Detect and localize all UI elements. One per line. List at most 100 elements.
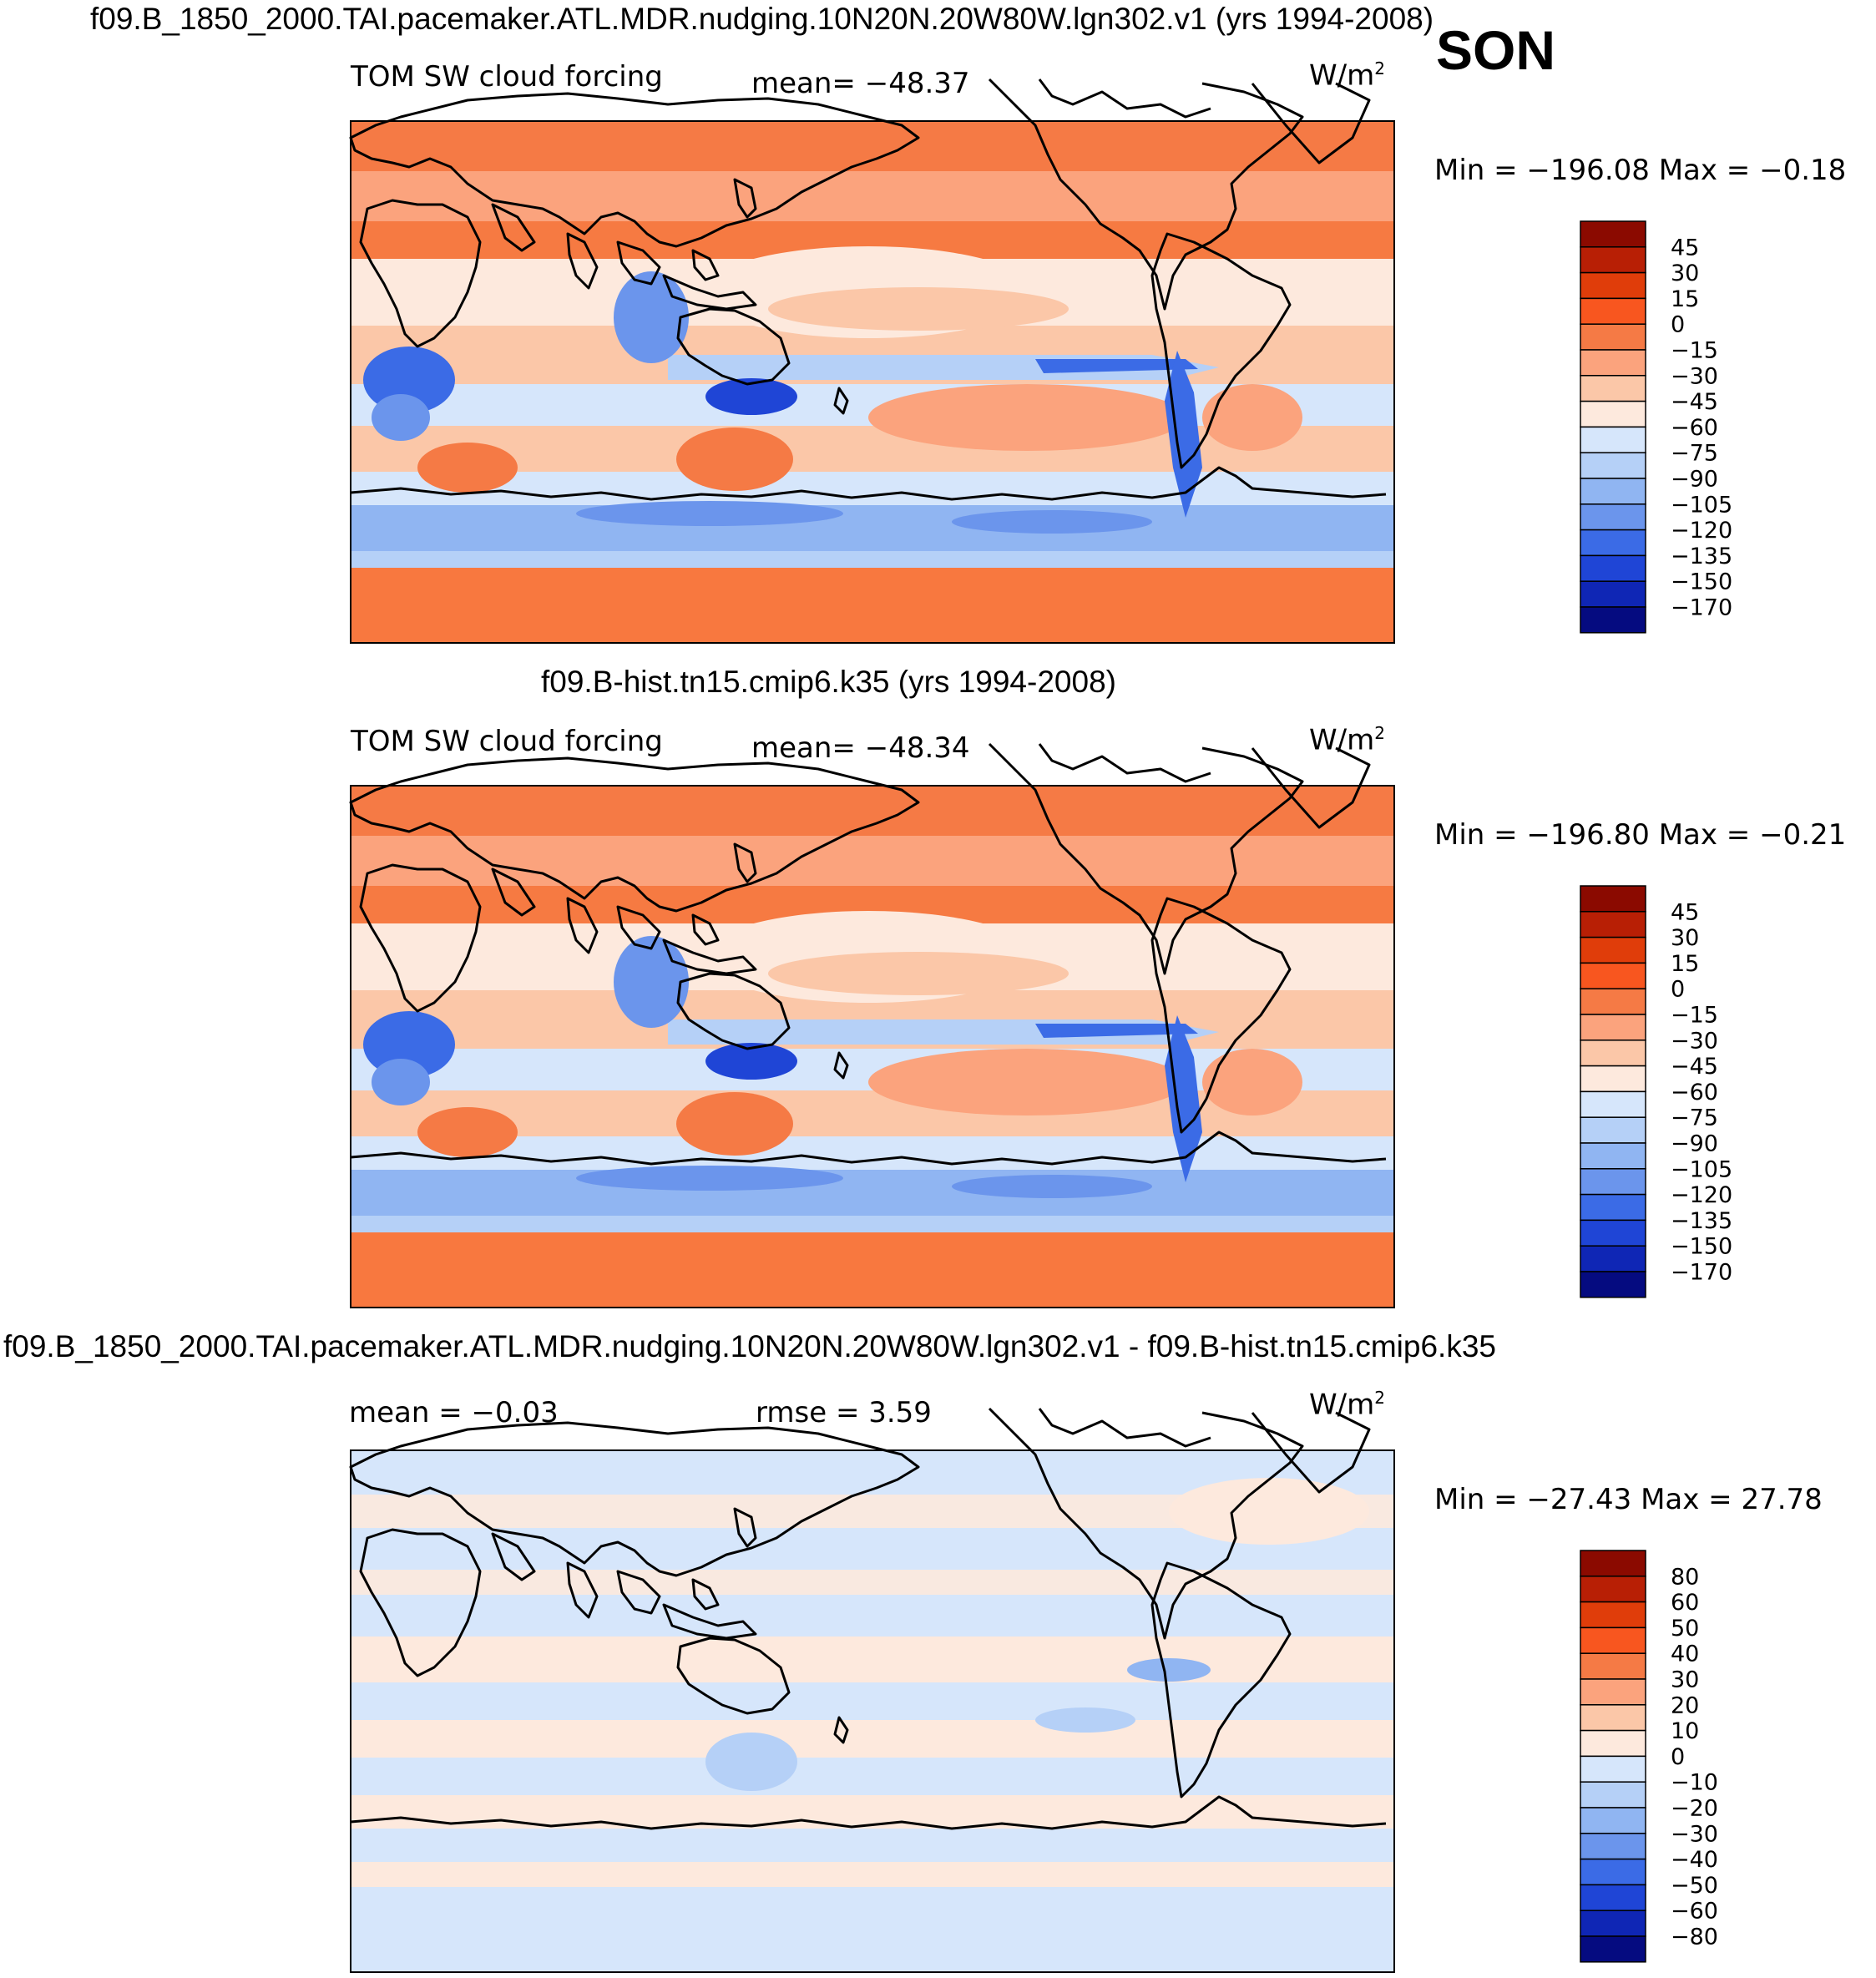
- panel3-title: f09.B_1850_2000.TAI.pacemaker.ATL.MDR.nu…: [3, 1329, 1496, 1363]
- colorbar-tick-label: −75: [1671, 441, 1718, 467]
- colorbar-tick-label: 15: [1671, 286, 1699, 312]
- colorbar-swatch: [1580, 1884, 1646, 1911]
- colorbar-tick-label: 45: [1671, 899, 1699, 925]
- colorbar-tick-label: 0: [1671, 1744, 1685, 1770]
- colorbar-swatch: [1580, 1935, 1646, 1963]
- colorbar-swatch: [1580, 1014, 1646, 1041]
- colorbar-swatch: [1580, 452, 1646, 479]
- panel3-rmse-label: rmse = 3.59: [756, 1396, 932, 1429]
- colorbar-swatch: [1580, 606, 1646, 634]
- panel1-title: f09.B_1850_2000.TAI.pacemaker.ATL.MDR.nu…: [90, 2, 1434, 36]
- colorbar-tick-label: 10: [1671, 1718, 1699, 1744]
- colorbar-tick-label: −120: [1671, 1182, 1732, 1208]
- colorbar-swatch: [1580, 503, 1646, 531]
- panel1-mean-label: mean= −48.37: [751, 67, 970, 100]
- colorbar-swatch: [1580, 1219, 1646, 1247]
- panel1-map: [349, 78, 1395, 644]
- colorbar-tick-label: 0: [1671, 312, 1685, 338]
- colorbar-swatch: [1580, 1678, 1646, 1706]
- colorbar-swatch: [1580, 1910, 1646, 1937]
- colorbar-tick-label: −150: [1671, 1234, 1732, 1260]
- colorbar-tick-label: −170: [1671, 595, 1732, 621]
- colorbar-tick-label: 30: [1671, 261, 1699, 286]
- panel3-minmax: Min = −27.43 Max = 27.78: [1434, 1483, 1823, 1516]
- colorbar-swatch: [1580, 936, 1646, 964]
- colorbar-swatch: [1580, 1781, 1646, 1809]
- colorbar-swatch: [1580, 1090, 1646, 1118]
- colorbar-tick-label: −60: [1671, 415, 1718, 441]
- colorbar-tick-label: −15: [1671, 338, 1718, 364]
- panel2-map: [349, 742, 1395, 1308]
- colorbar-tick-label: 50: [1671, 1616, 1699, 1642]
- colorbar-tick-label: 0: [1671, 977, 1685, 1003]
- colorbar-tick-label: −135: [1671, 544, 1732, 569]
- colorbar-tick-label: −150: [1671, 569, 1732, 595]
- colorbar-swatch: [1580, 1245, 1646, 1272]
- colorbar-swatch: [1580, 1116, 1646, 1144]
- colorbar-tick-label: −15: [1671, 1003, 1718, 1029]
- colorbar-tick-label: −60: [1671, 1080, 1718, 1105]
- colorbar-tick-label: 20: [1671, 1692, 1699, 1718]
- colorbar-swatch: [1580, 349, 1646, 377]
- colorbar-tick-label: −170: [1671, 1260, 1732, 1286]
- panel2-mean-label: mean= −48.34: [751, 731, 970, 765]
- panel1-left-label: TOM SW cloud forcing: [351, 60, 663, 94]
- panel1-colorbar: 4530150−15−30−45−60−75−90−105−120−135−15…: [1580, 220, 1732, 634]
- colorbar-swatch: [1580, 297, 1646, 325]
- colorbar-swatch: [1580, 1858, 1646, 1886]
- panel3-units-exp: 2: [1374, 1388, 1385, 1408]
- colorbar-swatch: [1580, 1704, 1646, 1732]
- colorbar-swatch: [1580, 271, 1646, 300]
- colorbar-tick-label: 80: [1671, 1564, 1699, 1590]
- colorbar-swatch: [1580, 1065, 1646, 1093]
- colorbar-swatch: [1580, 375, 1646, 402]
- colorbar-swatch: [1580, 1040, 1646, 1067]
- colorbar-swatch: [1580, 911, 1646, 938]
- panel1-units-exp: 2: [1374, 58, 1385, 78]
- colorbar-tick-label: −105: [1671, 1156, 1732, 1182]
- panel3-units: W/m2: [1309, 1388, 1385, 1421]
- panel2-left-label: TOM SW cloud forcing: [351, 725, 663, 758]
- colorbar-tick-label: −45: [1671, 389, 1718, 415]
- colorbar-swatch: [1580, 1576, 1646, 1603]
- season-label: SON: [1436, 19, 1556, 81]
- colorbar-swatch: [1580, 400, 1646, 428]
- colorbar-tick-label: 45: [1671, 235, 1699, 261]
- colorbar-tick-label: −105: [1671, 492, 1732, 518]
- colorbar-swatch: [1580, 426, 1646, 453]
- colorbar-swatch: [1580, 1729, 1646, 1758]
- colorbar-swatch: [1580, 1626, 1646, 1654]
- colorbar-tick-label: −20: [1671, 1796, 1718, 1822]
- colorbar-tick-label: −80: [1671, 1925, 1718, 1950]
- panel2-minmax: Min = −196.80 Max = −0.21: [1434, 818, 1847, 852]
- colorbar-tick-label: −30: [1671, 363, 1718, 389]
- colorbar-swatch: [1580, 962, 1646, 989]
- colorbar-tick-label: −10: [1671, 1770, 1718, 1796]
- colorbar-swatch: [1580, 478, 1646, 505]
- colorbar-swatch: [1580, 554, 1646, 582]
- colorbar-tick-label: −120: [1671, 518, 1732, 544]
- colorbar-swatch: [1580, 988, 1646, 1015]
- colorbar-swatch: [1580, 1193, 1646, 1222]
- colorbar-tick-label: −30: [1671, 1821, 1718, 1847]
- colorbar-tick-label: −45: [1671, 1054, 1718, 1080]
- colorbar-tick-label: −50: [1671, 1873, 1718, 1899]
- panel2-units-exp: 2: [1374, 723, 1385, 743]
- colorbar-swatch: [1580, 1833, 1646, 1860]
- colorbar-swatch: [1580, 529, 1646, 557]
- colorbar-tick-label: −75: [1671, 1105, 1718, 1131]
- colorbar-swatch: [1580, 885, 1646, 913]
- panel2-title: f09.B-hist.tn15.cmip6.k35 (yrs 1994-2008…: [541, 665, 1116, 699]
- colorbar-swatch: [1580, 1652, 1646, 1680]
- colorbar-swatch: [1580, 1755, 1646, 1783]
- colorbar-swatch: [1580, 246, 1646, 274]
- panel2-colorbar: 4530150−15−30−45−60−75−90−105−120−135−15…: [1580, 885, 1732, 1298]
- colorbar-swatch: [1580, 1807, 1646, 1834]
- colorbar-tick-label: −40: [1671, 1847, 1718, 1873]
- colorbar-tick-label: 40: [1671, 1642, 1699, 1667]
- panel1-minmax: Min = −196.08 Max = −0.18: [1434, 154, 1847, 187]
- colorbar-swatch: [1580, 1550, 1646, 1577]
- colorbar-tick-label: 30: [1671, 1667, 1699, 1693]
